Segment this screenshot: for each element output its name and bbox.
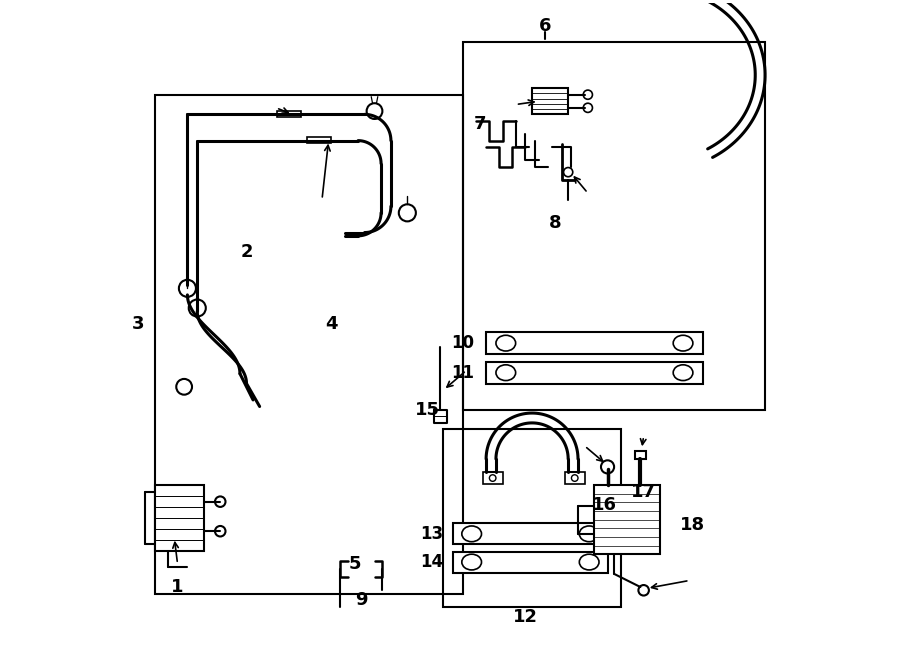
Text: 13: 13: [420, 525, 444, 543]
Circle shape: [189, 299, 206, 316]
Text: 18: 18: [680, 516, 706, 534]
Text: 10: 10: [451, 334, 474, 352]
Text: 2: 2: [240, 243, 253, 261]
Circle shape: [366, 103, 382, 119]
Bar: [486, 362, 703, 383]
Bar: [277, 111, 301, 117]
Text: 15: 15: [415, 401, 440, 419]
Bar: [444, 430, 621, 606]
Bar: [464, 42, 765, 410]
Circle shape: [399, 205, 416, 221]
Bar: [635, 451, 645, 459]
Text: 9: 9: [356, 591, 367, 609]
Circle shape: [601, 460, 614, 473]
Text: 6: 6: [539, 17, 552, 34]
Bar: [565, 472, 585, 484]
Bar: [594, 485, 660, 554]
Bar: [454, 524, 608, 544]
Text: 7: 7: [473, 115, 486, 133]
Text: 5: 5: [348, 555, 361, 573]
Bar: [482, 472, 502, 484]
Text: 12: 12: [513, 608, 538, 626]
Text: 11: 11: [451, 363, 474, 382]
Text: 14: 14: [420, 553, 444, 571]
Bar: [454, 551, 608, 573]
Text: 17: 17: [631, 483, 656, 501]
Bar: [486, 332, 703, 354]
Circle shape: [176, 379, 192, 395]
Text: 16: 16: [592, 496, 617, 514]
Circle shape: [179, 280, 196, 297]
Text: 1: 1: [171, 578, 184, 596]
Bar: [307, 137, 330, 143]
Bar: [155, 485, 203, 551]
Bar: [155, 95, 464, 594]
Text: 8: 8: [549, 214, 562, 232]
Text: 3: 3: [132, 315, 144, 334]
Text: 4: 4: [326, 315, 338, 334]
Bar: [532, 88, 568, 115]
